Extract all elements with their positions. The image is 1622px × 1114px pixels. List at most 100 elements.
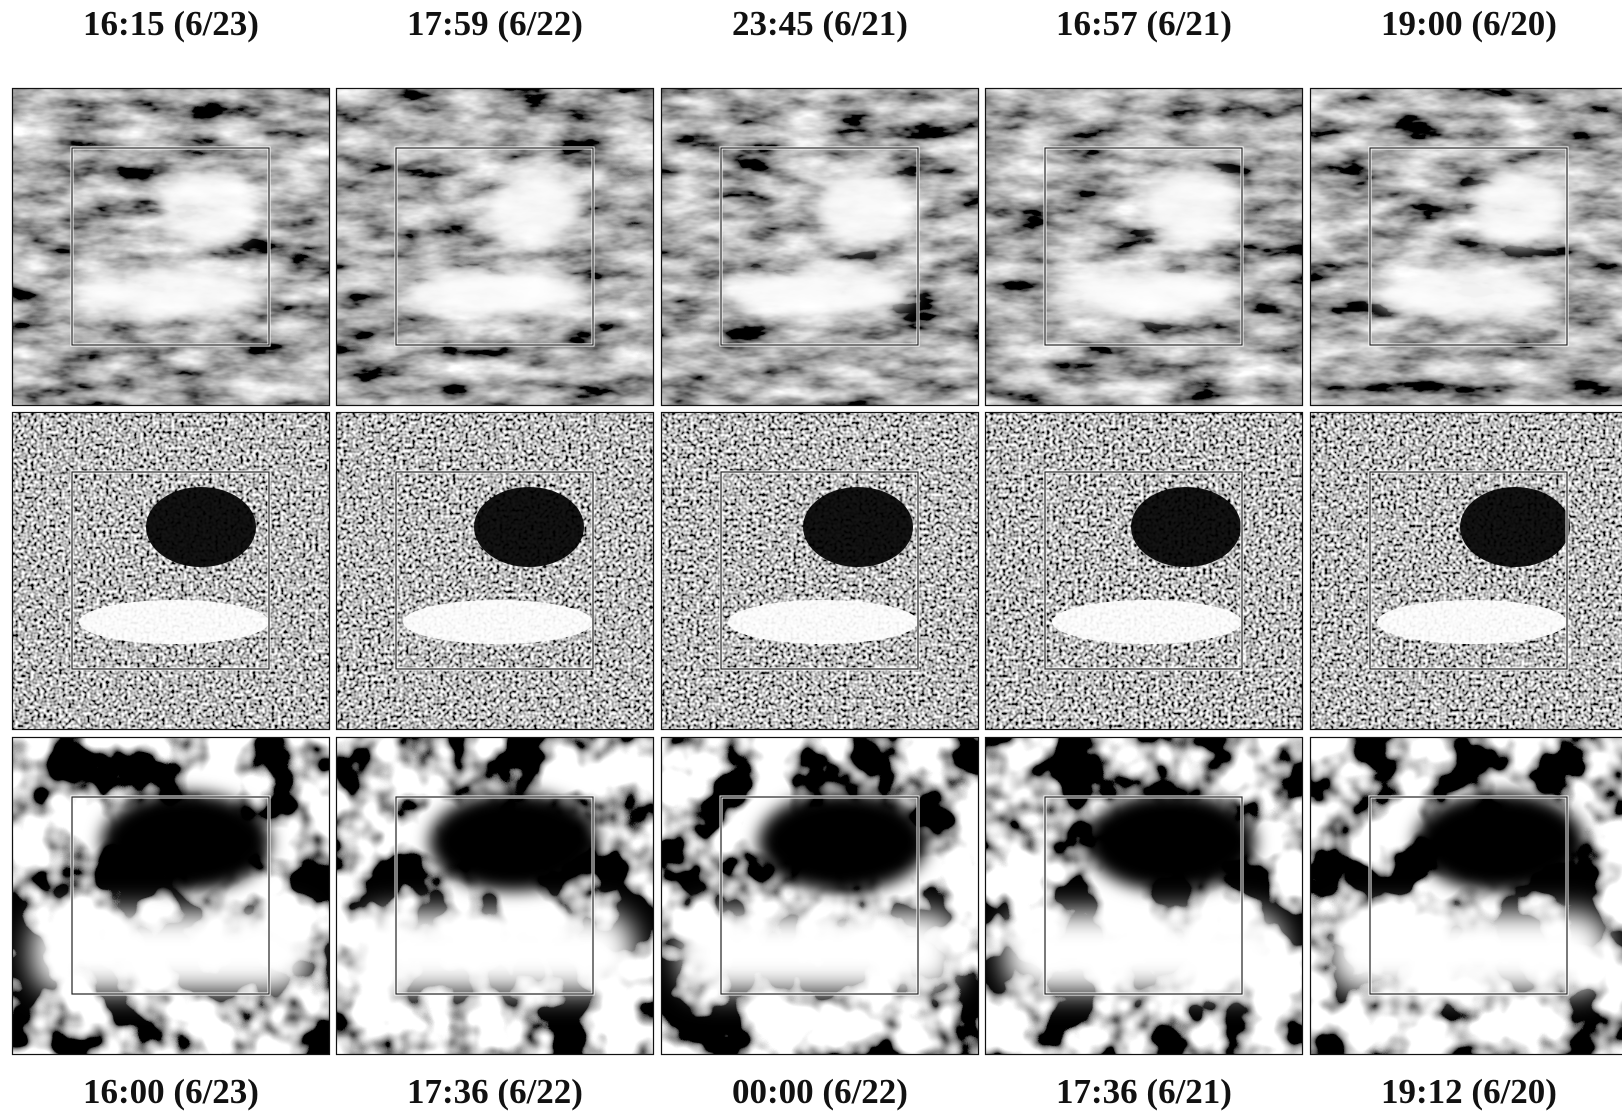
panel-texture bbox=[336, 88, 654, 406]
panel-border bbox=[660, 736, 980, 1056]
panel-border bbox=[11, 736, 331, 1056]
top-time-label: 19:00 (6/20) bbox=[1381, 4, 1557, 43]
box-outline bbox=[395, 471, 594, 670]
image-panel bbox=[1310, 737, 1622, 1055]
image-panel bbox=[985, 737, 1303, 1055]
box-outline bbox=[71, 471, 270, 670]
panel-border bbox=[984, 736, 1304, 1056]
panel-border bbox=[11, 411, 331, 731]
box-outline bbox=[71, 796, 270, 995]
panel-border bbox=[984, 87, 1304, 407]
panel-border bbox=[335, 87, 655, 407]
positive-polarity bbox=[681, 912, 959, 992]
bright-region bbox=[156, 168, 256, 248]
box-outline bbox=[720, 471, 919, 670]
panel-texture bbox=[12, 737, 330, 1055]
panel-border bbox=[1309, 87, 1622, 407]
positive-polarity bbox=[32, 912, 310, 992]
panel-border bbox=[1309, 736, 1622, 1056]
positive-polarity bbox=[1330, 912, 1608, 992]
negative-polarity bbox=[758, 792, 928, 892]
image-panel bbox=[985, 88, 1303, 406]
panel-texture bbox=[12, 88, 330, 406]
box-outline bbox=[1044, 796, 1243, 995]
positive-polarity bbox=[1052, 600, 1242, 644]
image-panel bbox=[661, 412, 979, 730]
panel-texture bbox=[1310, 412, 1622, 730]
negative-polarity bbox=[429, 792, 599, 892]
box-outline bbox=[720, 147, 919, 346]
positive-polarity bbox=[356, 912, 634, 992]
top-time-label: 16:15 (6/23) bbox=[83, 4, 259, 43]
top-time-label: 16:57 (6/21) bbox=[1056, 4, 1232, 43]
bright-region bbox=[723, 267, 913, 319]
negative-polarity bbox=[1086, 792, 1256, 892]
positive-polarity bbox=[79, 600, 269, 644]
box-outline bbox=[71, 147, 270, 346]
image-panel bbox=[336, 412, 654, 730]
image-panel bbox=[1310, 412, 1622, 730]
bottom-time-label: 19:12 (6/20) bbox=[1381, 1072, 1557, 1111]
negative-polarity bbox=[1460, 487, 1570, 567]
panel-texture bbox=[661, 88, 979, 406]
panel-border bbox=[11, 87, 331, 407]
panel-border bbox=[660, 411, 980, 731]
image-panel bbox=[12, 737, 330, 1055]
bright-region bbox=[484, 168, 584, 248]
panel-texture bbox=[661, 737, 979, 1055]
bright-region bbox=[74, 267, 264, 319]
positive-polarity bbox=[728, 600, 918, 644]
panel-texture bbox=[985, 737, 1303, 1055]
panel-texture bbox=[336, 412, 654, 730]
positive-polarity bbox=[403, 600, 593, 644]
box-outline bbox=[1369, 147, 1568, 346]
negative-polarity bbox=[474, 487, 584, 567]
negative-polarity bbox=[803, 487, 913, 567]
positive-polarity bbox=[1377, 600, 1567, 644]
box-outline bbox=[1369, 471, 1568, 670]
bottom-time-label: 17:36 (6/22) bbox=[407, 1072, 583, 1111]
bottom-time-label: 00:00 (6/22) bbox=[732, 1072, 908, 1111]
panel-texture bbox=[661, 412, 979, 730]
negative-polarity bbox=[1131, 487, 1241, 567]
negative-polarity bbox=[1415, 792, 1585, 892]
panel-texture bbox=[336, 737, 654, 1055]
bright-region bbox=[398, 267, 588, 319]
bright-region bbox=[813, 168, 913, 248]
bright-region bbox=[1372, 267, 1562, 319]
image-panel bbox=[336, 737, 654, 1055]
panel-texture bbox=[1310, 737, 1622, 1055]
box-outline bbox=[395, 796, 594, 995]
image-panel bbox=[661, 88, 979, 406]
image-panel bbox=[12, 88, 330, 406]
box-outline bbox=[1044, 471, 1243, 670]
positive-polarity bbox=[1005, 912, 1283, 992]
image-panel bbox=[336, 88, 654, 406]
image-panel bbox=[12, 412, 330, 730]
bottom-time-label: 16:00 (6/23) bbox=[83, 1072, 259, 1111]
bright-region bbox=[1141, 168, 1241, 248]
panel-border bbox=[335, 411, 655, 731]
panel-border bbox=[1309, 411, 1622, 731]
panel-texture bbox=[12, 412, 330, 730]
image-panel bbox=[661, 737, 979, 1055]
box-outline bbox=[720, 796, 919, 995]
negative-polarity bbox=[101, 792, 271, 892]
panel-texture bbox=[1310, 88, 1622, 406]
panel-texture bbox=[985, 88, 1303, 406]
panel-texture bbox=[985, 412, 1303, 730]
image-panel bbox=[985, 412, 1303, 730]
panel-border bbox=[660, 87, 980, 407]
bright-region bbox=[1047, 267, 1237, 319]
box-outline bbox=[1369, 796, 1568, 995]
bright-region bbox=[1470, 168, 1570, 248]
top-time-label: 17:59 (6/22) bbox=[407, 4, 583, 43]
negative-polarity bbox=[146, 487, 256, 567]
box-outline bbox=[1044, 147, 1243, 346]
box-outline bbox=[395, 147, 594, 346]
top-time-label: 23:45 (6/21) bbox=[732, 4, 908, 43]
panel-border bbox=[984, 411, 1304, 731]
panel-border bbox=[335, 736, 655, 1056]
